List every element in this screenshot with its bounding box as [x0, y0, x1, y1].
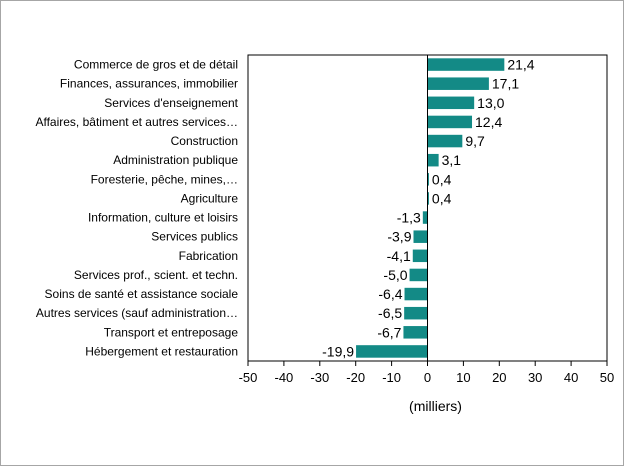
- category-label: Transport et entreposage: [104, 325, 239, 339]
- data-label: -1,3: [397, 210, 421, 226]
- x-tick-label: 0: [424, 370, 431, 385]
- data-label: -4,1: [387, 248, 411, 264]
- data-label: 3,1: [442, 152, 462, 168]
- bar: [427, 134, 463, 148]
- category-labels: Commerce de gros et de détail Finances, a…: [35, 58, 238, 359]
- category-label: Information, culture et loisirs: [88, 211, 238, 225]
- data-label: 12,4: [475, 114, 502, 130]
- data-label: -5,0: [383, 267, 407, 283]
- bar: [427, 173, 429, 186]
- data-label: 0,4: [432, 171, 452, 187]
- x-tick-label: 10: [456, 370, 470, 385]
- data-label: -19,9: [322, 343, 354, 359]
- category-label: Agriculture: [181, 191, 239, 205]
- bar: [422, 211, 428, 224]
- x-tick-label: 30: [528, 370, 542, 385]
- x-tick-label: 50: [600, 370, 614, 385]
- data-label: 13,0: [477, 95, 504, 111]
- category-label: Finances, assurances, immobilier: [60, 77, 238, 91]
- value-labels: 21,4 17,1 13,0 12,4 9,73,1 0,4 0,4 -1,3 -3,9 -4,1…: [322, 57, 535, 360]
- category-label: Administration publique: [113, 153, 238, 167]
- bar: [427, 96, 475, 110]
- bar: [427, 77, 489, 90]
- category-label: Foresterie, pêche, mines,…: [91, 172, 238, 186]
- category-label: Autres services (sauf administration…: [36, 306, 238, 320]
- bar: [427, 153, 439, 167]
- x-tick-label: -30: [310, 370, 329, 385]
- category-label: Services publics: [151, 230, 238, 244]
- bar: [427, 115, 473, 129]
- bar: [404, 287, 428, 301]
- category-label: Commerce de gros et de détail: [74, 58, 238, 72]
- bar: [413, 230, 428, 243]
- data-label: 9,7: [465, 133, 485, 149]
- category-label: Affaires, bâtiment et autres services…: [35, 115, 238, 129]
- category-label: Services d'enseignement: [104, 96, 238, 110]
- bar: [404, 306, 428, 320]
- x-tick-label: -20: [346, 370, 365, 385]
- bar: [427, 58, 505, 71]
- x-tick-label: -50: [239, 370, 258, 385]
- data-label: -6,4: [378, 286, 402, 302]
- category-label: Hébergement et restauration: [85, 344, 238, 358]
- data-label: -6,5: [378, 305, 402, 321]
- bar: [356, 345, 428, 358]
- x-axis: -50 -40 -30 -20 -10 0 10 20 30 40 50: [239, 361, 614, 385]
- bars-group: [356, 55, 505, 361]
- x-tick-label: -10: [382, 370, 401, 385]
- data-label: -6,7: [377, 324, 401, 340]
- data-label: 21,4: [507, 57, 534, 73]
- bar: [409, 268, 428, 282]
- x-axis-label: (milliers): [409, 398, 462, 414]
- x-tick-label: 40: [564, 370, 578, 385]
- data-label: -3,9: [387, 229, 411, 245]
- data-label: 17,1: [492, 76, 519, 92]
- x-tick-label: 20: [492, 370, 506, 385]
- category-label: Services prof., scient. et techn.: [74, 268, 238, 282]
- category-label: Construction: [171, 134, 238, 148]
- category-label: Soins de santé et assistance sociale: [45, 287, 239, 301]
- bar: [412, 249, 428, 263]
- data-label: 0,4: [432, 190, 452, 206]
- bar: [427, 192, 429, 205]
- bar: [403, 326, 428, 339]
- category-label: Fabrication: [179, 249, 238, 263]
- x-tick-label: -40: [275, 370, 294, 385]
